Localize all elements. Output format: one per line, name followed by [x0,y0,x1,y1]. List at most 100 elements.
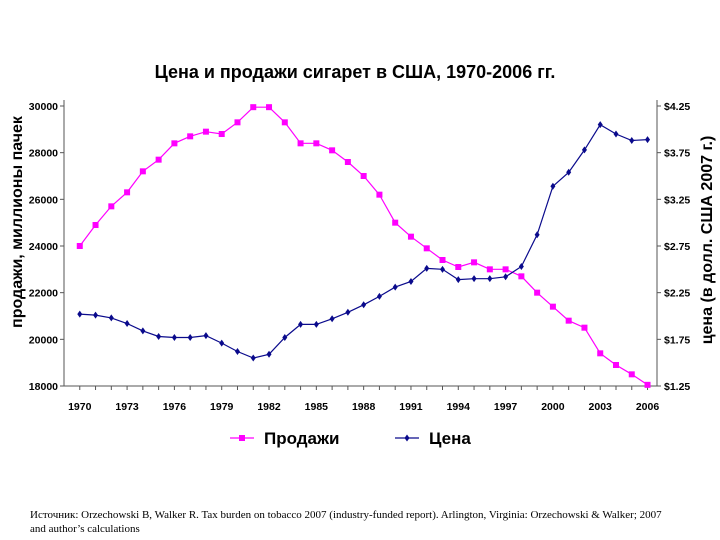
x-axis-ticks: 1970 1973 1976 1979 1982 1985 1988 1991 1994 1997… [68,386,659,413]
x-tick-label: 1979 [210,401,234,413]
price-point [329,315,335,323]
price-point [203,332,209,340]
sales-point [155,156,162,163]
price-point [597,121,603,129]
x-tick-label: 1973 [115,401,139,413]
price-point [313,320,319,328]
right-axis-ticks: $1.25 $1.75 $2.25 $2.75 $3.25 $3.75 $4.25 [657,101,690,393]
x-tick-label: 2000 [541,401,565,413]
x-tick-label: 1988 [352,401,376,413]
price-point [408,277,414,285]
sales-point [266,104,273,111]
price-point [503,273,509,281]
x-tick-label: 2006 [636,401,660,413]
price-point [629,137,635,145]
price-point [645,136,651,144]
series-line-1 [79,123,648,359]
price-point [156,333,162,341]
price-point [171,333,177,341]
x-tick-label: 1991 [399,401,423,413]
left-tick-label: 22000 [29,288,58,300]
sales-point [360,173,367,179]
price-point [93,311,99,319]
sales-point [392,219,399,226]
sales-point [313,140,320,147]
sales-point [297,140,304,147]
sales-point [344,159,351,165]
sales-point [281,119,288,126]
sales-point [597,350,604,357]
legend-marker-price [404,434,410,442]
chart-title: Цена и продажи сигарет в США, 1970-2006 … [155,62,556,82]
sales-point [124,189,131,196]
price-point [250,354,256,362]
sales-point [565,317,572,324]
price-point [581,146,587,154]
price-point [487,275,493,283]
sales-point [139,168,146,175]
sales-point [171,140,178,147]
left-tick-label: 26000 [29,194,58,206]
source-note: Источник: Orzechowski B, Walker R. Tax b… [30,509,662,535]
price-point [613,130,619,138]
price-point [234,347,240,355]
sales-point [423,245,430,252]
left-axis-label: продажи, миллионы пачек [9,115,26,328]
sales-point [76,243,83,249]
price-point [534,231,540,239]
price-point [361,301,367,309]
right-tick-label: $1.25 [664,381,690,393]
sales-point [486,266,493,273]
x-tick-label: 2003 [589,401,613,413]
sales-point [329,147,336,154]
price-point [345,308,351,316]
sales-point [612,362,619,368]
x-tick-label: 1970 [68,401,92,413]
left-tick-label: 28000 [29,148,58,160]
price-point [566,168,572,176]
right-axis-label: цена (в долл. США 2007 г.) [699,136,716,345]
left-tick-label: 24000 [29,241,58,253]
sales-point [518,273,525,280]
legend-marker-sales [239,435,245,441]
sales-point [581,324,588,331]
sales-point [502,266,509,273]
series-line-0 [79,106,648,386]
sales-point [534,289,541,296]
legend-label: Продажи [264,429,340,448]
price-point [518,263,524,271]
right-tick-label: $2.75 [664,241,690,253]
sales-point [628,371,635,378]
x-tick-label: 1994 [447,401,471,413]
sales-point [108,203,115,210]
right-tick-label: $3.25 [664,194,690,206]
x-tick-label: 1976 [163,401,187,413]
sales-point [549,303,556,310]
price-point [440,265,446,273]
price-point [77,310,83,318]
sales-point [234,119,241,126]
sales-point [407,233,414,240]
right-tick-label: $4.25 [664,101,690,113]
left-tick-label: 30000 [29,101,58,113]
plot-area [76,104,651,388]
price-point [471,275,477,283]
price-point [140,327,146,335]
sales-point [644,381,651,388]
sales-point [471,259,478,266]
price-point [266,350,272,358]
price-point [219,339,225,347]
price-point [376,292,382,300]
price-point [124,319,130,327]
price-point [282,333,288,341]
sales-point [250,104,257,111]
sales-point [218,131,225,137]
price-point [298,320,304,328]
sales-point [455,264,462,270]
price-point [392,283,398,291]
left-tick-label: 18000 [29,381,58,393]
left-axis-ticks: 18000 20000 22000 24000 26000 28000 30000 [29,101,64,393]
left-tick-label: 20000 [29,334,58,346]
right-tick-label: $2.25 [664,288,690,300]
